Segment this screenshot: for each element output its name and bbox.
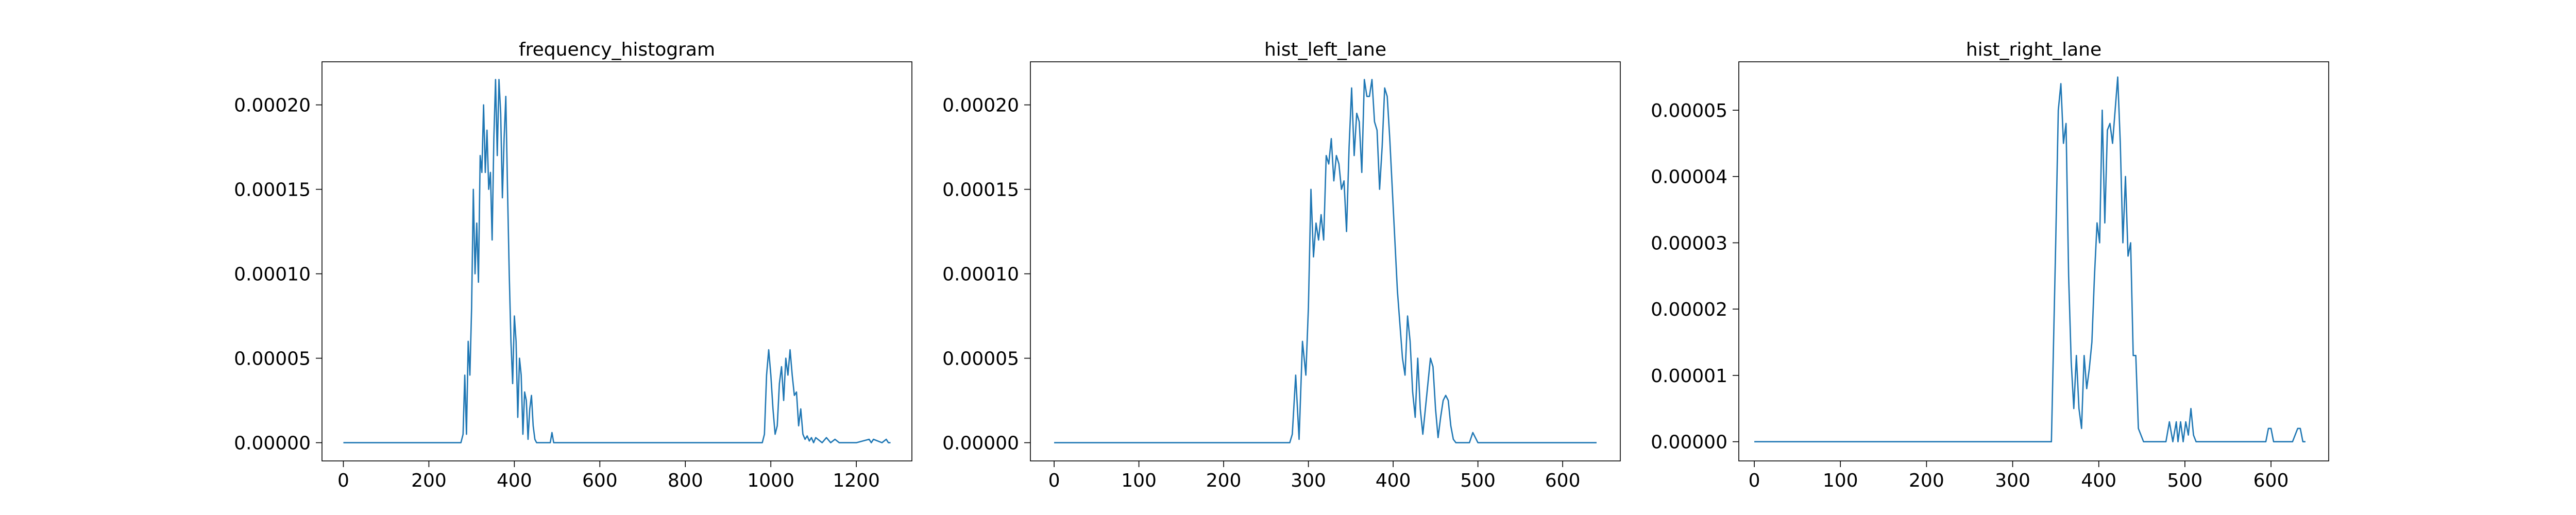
x-tick-label: 0	[1048, 470, 1060, 491]
x-tick-label: 100	[1121, 470, 1157, 491]
x-tick-label: 0	[1749, 470, 1760, 491]
x-tick-label: 200	[1909, 470, 1944, 491]
panel-title: hist_left_lane	[1264, 39, 1386, 60]
x-tick-label: 300	[1995, 470, 2030, 491]
x-tick-label: 600	[2253, 470, 2289, 491]
x-tick-label: 300	[1291, 470, 1326, 491]
y-tick-label: 0.00010	[942, 264, 1019, 285]
x-tick-label: 100	[1823, 470, 1858, 491]
panel-hist-left-lane: hist_left_lane 0 100 200 300 400 500 600 0.0000…	[942, 39, 1621, 491]
y-tick-label: 0.00000	[942, 433, 1019, 454]
y-tick-label: 0.00001	[1651, 366, 1727, 387]
x-tick-label: 600	[582, 470, 618, 491]
panel-hist-right-lane: hist_right_lane 0 100 200 300 400 500 600 0.000…	[1651, 39, 2329, 491]
y-tick-label: 0.00005	[1651, 100, 1727, 122]
x-tick-label: 500	[2167, 470, 2202, 491]
y-tick-label: 0.00015	[234, 180, 311, 201]
y-tick-label: 0.00005	[234, 349, 311, 370]
x-tick-label: 500	[1460, 470, 1496, 491]
axes-frame	[1738, 61, 2329, 461]
x-tick-label: 600	[1545, 470, 1581, 491]
y-tick-label: 0.00000	[234, 433, 311, 454]
y-tick-label: 0.00003	[1651, 233, 1727, 254]
x-tick-label: 800	[668, 470, 703, 491]
y-tick-label: 0.00005	[942, 349, 1019, 370]
panel-title: frequency_histogram	[519, 39, 715, 60]
y-tick-label: 0.00000	[1651, 432, 1727, 453]
series-line-0	[1054, 79, 1597, 443]
panel-frequency-histogram: frequency_histogram 0 200 400 600 800 1000 120…	[234, 39, 912, 491]
x-tick-label: 200	[1206, 470, 1242, 491]
series-line-0	[343, 79, 891, 443]
series-line-0	[1754, 76, 2306, 442]
x-tick-label: 200	[411, 470, 447, 491]
panel-title: hist_right_lane	[1966, 39, 2102, 60]
x-tick-label: 0	[337, 470, 349, 491]
x-tick-label: 400	[2081, 470, 2116, 491]
axes-frame	[321, 61, 912, 461]
x-tick-label: 400	[1376, 470, 1411, 491]
x-tick-label: 400	[497, 470, 532, 491]
x-tick-label: 1000	[747, 470, 794, 491]
y-tick-label: 0.00010	[234, 264, 311, 285]
axes-frame	[1030, 61, 1621, 461]
y-tick-label: 0.00015	[942, 180, 1019, 201]
y-tick-label: 0.00004	[1651, 167, 1727, 188]
y-tick-label: 0.00020	[942, 95, 1019, 116]
y-tick-label: 0.00020	[234, 95, 311, 116]
y-tick-label: 0.00002	[1651, 299, 1727, 320]
x-tick-label: 1200	[833, 470, 880, 491]
